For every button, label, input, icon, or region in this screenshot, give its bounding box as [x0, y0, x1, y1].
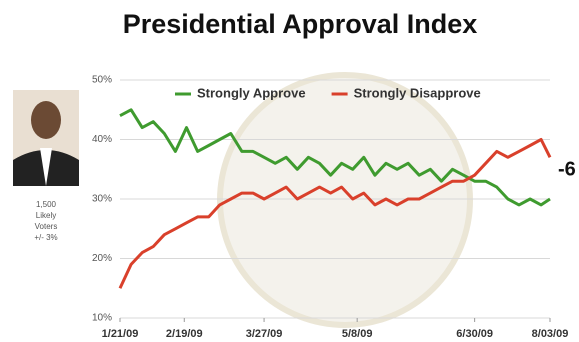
chart-title: Presidential Approval Index — [123, 9, 478, 39]
x-tick-label: 5/8/09 — [342, 328, 373, 340]
x-tick-label: 1/21/09 — [102, 328, 139, 340]
y-tick-label: 30% — [92, 194, 112, 205]
legend-label: Strongly Disapprove — [354, 85, 481, 100]
x-tick-label: 8/03/09 — [532, 328, 569, 340]
y-tick-label: 20% — [92, 253, 112, 264]
y-tick-label: 10% — [92, 313, 112, 324]
legend-label: Strongly Approve — [197, 85, 306, 100]
series-line — [119, 108, 551, 207]
sample-size: 1,500 — [36, 200, 57, 209]
sample-label: Likely — [36, 211, 56, 220]
sample-label: Voters — [35, 222, 58, 231]
y-tick-label: 40% — [92, 134, 112, 145]
x-tick-label: 2/19/09 — [166, 328, 203, 340]
x-tick-label: 3/27/09 — [246, 328, 283, 340]
margin-of-error: +/- 3% — [34, 233, 57, 242]
y-tick-label: 50% — [92, 75, 112, 86]
net-annotation: -6 — [558, 158, 576, 180]
x-tick-label: 6/30/09 — [456, 328, 493, 340]
seal — [217, 72, 473, 328]
series-line — [118, 138, 552, 289]
photo — [13, 90, 79, 186]
